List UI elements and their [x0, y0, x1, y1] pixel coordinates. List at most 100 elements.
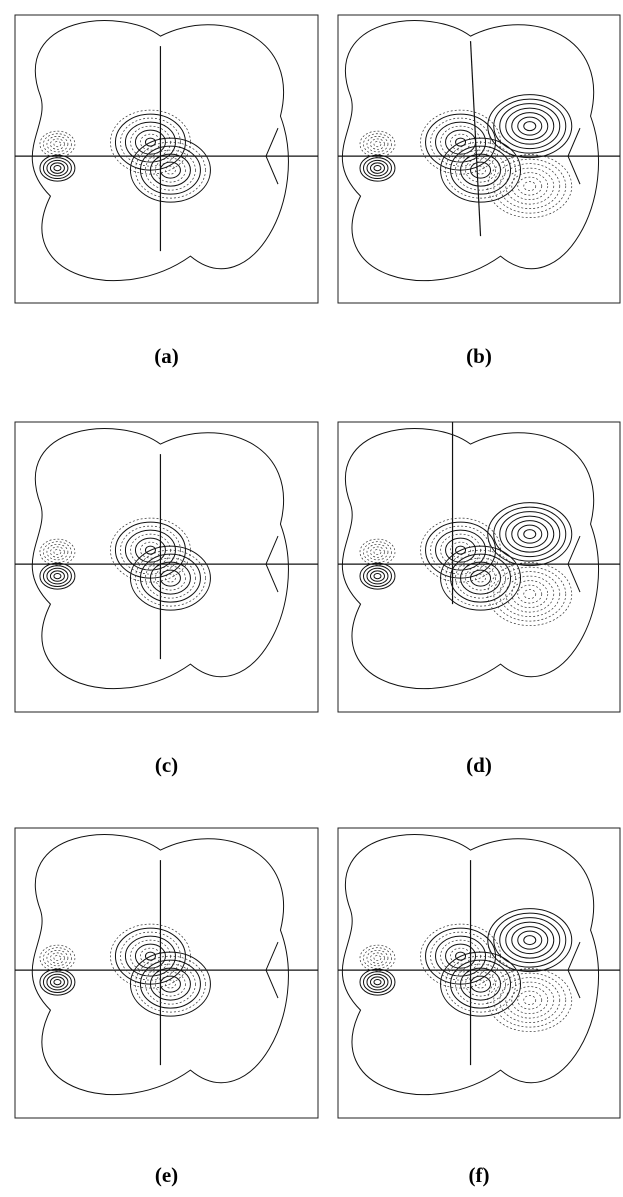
plot-frame — [338, 15, 620, 303]
contour — [360, 945, 395, 971]
contour — [374, 142, 381, 147]
contour — [370, 977, 384, 987]
contour — [363, 542, 391, 563]
panel-label: (e) — [155, 1163, 178, 1187]
contour — [494, 567, 566, 621]
contour — [50, 571, 64, 581]
contour — [370, 139, 384, 149]
contour — [40, 969, 75, 995]
contour — [43, 972, 71, 993]
contour — [43, 542, 71, 563]
contour — [54, 980, 61, 985]
contour — [374, 980, 381, 985]
contour — [43, 158, 71, 179]
contour — [50, 977, 64, 987]
contour — [374, 550, 381, 555]
contour — [524, 996, 536, 1005]
contour — [494, 159, 566, 213]
contour — [500, 164, 560, 209]
panel-label: (d) — [466, 753, 492, 777]
contour — [500, 572, 560, 617]
contour — [512, 581, 548, 608]
contour — [488, 969, 572, 1032]
contour — [488, 155, 572, 218]
contour — [363, 566, 391, 587]
contour — [524, 122, 536, 131]
contour — [40, 131, 75, 157]
contour-plot — [15, 15, 318, 303]
contour — [360, 563, 395, 589]
contour — [54, 956, 61, 961]
contour — [512, 987, 548, 1014]
contour — [40, 563, 75, 589]
contour — [40, 945, 75, 971]
contour — [518, 585, 542, 603]
contour — [360, 539, 395, 565]
contour — [363, 158, 391, 179]
plot-frame — [338, 422, 620, 712]
contour — [363, 972, 391, 993]
contour-plot — [338, 422, 620, 712]
contour — [54, 166, 61, 171]
figure: (a)(b)(c)(d)(e)(f) — [0, 0, 623, 1197]
contour — [370, 953, 384, 963]
contour — [524, 182, 536, 191]
plot-frame — [15, 15, 318, 303]
contour — [360, 131, 395, 157]
plot-frame — [338, 828, 620, 1118]
panel-label: (b) — [466, 344, 492, 368]
contour-plot — [338, 828, 620, 1118]
contour — [518, 177, 542, 195]
contour-plot — [15, 828, 318, 1118]
contour — [363, 134, 391, 155]
contour — [360, 969, 395, 995]
contour — [50, 163, 64, 173]
contour — [370, 547, 384, 557]
contour — [50, 139, 64, 149]
contour — [524, 530, 536, 539]
contour — [54, 574, 61, 579]
contour — [488, 563, 572, 626]
contour — [500, 918, 560, 963]
contour — [43, 134, 71, 155]
contour — [370, 163, 384, 173]
contour — [363, 948, 391, 969]
contour — [50, 953, 64, 963]
contour — [512, 173, 548, 200]
contour — [40, 539, 75, 565]
contour — [494, 973, 566, 1027]
contour — [500, 978, 560, 1023]
contour — [506, 982, 554, 1018]
contour — [374, 166, 381, 171]
contour — [54, 142, 61, 147]
contour — [500, 512, 560, 557]
contour — [54, 550, 61, 555]
contour — [524, 936, 536, 945]
contour — [494, 507, 566, 561]
panel-label: (c) — [155, 753, 178, 777]
panel-label: (a) — [154, 344, 179, 368]
plot-frame — [15, 828, 318, 1118]
contour — [374, 956, 381, 961]
contour-plot — [15, 422, 318, 712]
contour — [494, 913, 566, 967]
contour — [500, 104, 560, 149]
contour — [43, 948, 71, 969]
contour — [506, 108, 554, 144]
contour — [360, 155, 395, 181]
contour — [494, 99, 566, 153]
contour — [506, 516, 554, 552]
contour — [370, 571, 384, 581]
contour — [506, 576, 554, 612]
contour — [518, 991, 542, 1009]
contour — [518, 525, 542, 543]
contour — [518, 117, 542, 135]
contour — [40, 155, 75, 181]
contour — [518, 931, 542, 949]
contour — [43, 566, 71, 587]
plot-frame — [15, 422, 318, 712]
contour — [506, 168, 554, 204]
contour — [374, 574, 381, 579]
contour — [50, 547, 64, 557]
contour-plot — [338, 15, 620, 303]
